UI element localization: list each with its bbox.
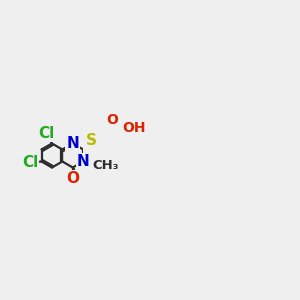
Text: N: N [77,154,89,169]
Text: CH₃: CH₃ [93,159,119,172]
Text: S: S [86,133,97,148]
Text: Cl: Cl [22,155,38,170]
Text: Cl: Cl [38,126,55,141]
Text: O: O [106,113,118,127]
Text: N: N [66,136,79,151]
Text: OH: OH [123,121,146,135]
Text: O: O [66,171,79,186]
